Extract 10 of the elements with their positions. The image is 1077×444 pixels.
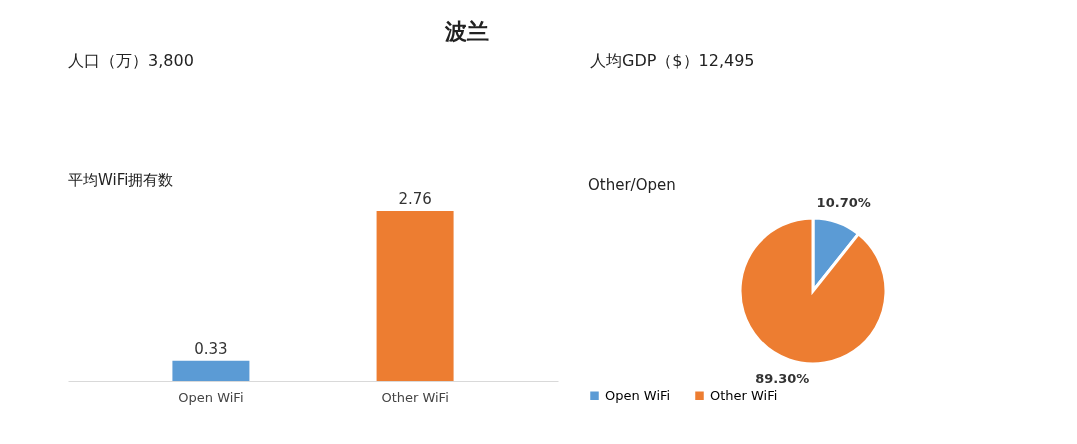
data-label: 2.76 — [398, 190, 432, 208]
data-label: 0.33 — [194, 339, 228, 358]
text: 人口（万）3,800 — [68, 51, 194, 70]
chart-title: Other/Open — [588, 176, 676, 195]
chart-title: 平均WiFi拥有数 — [68, 171, 174, 189]
data-label: 10.70% — [816, 195, 871, 211]
text: 波兰 — [444, 19, 489, 44]
pie-slice — [738, 216, 888, 366]
data-label: 89.30% — [755, 370, 810, 386]
text: 人均GDP（$）12,495 — [590, 51, 755, 70]
